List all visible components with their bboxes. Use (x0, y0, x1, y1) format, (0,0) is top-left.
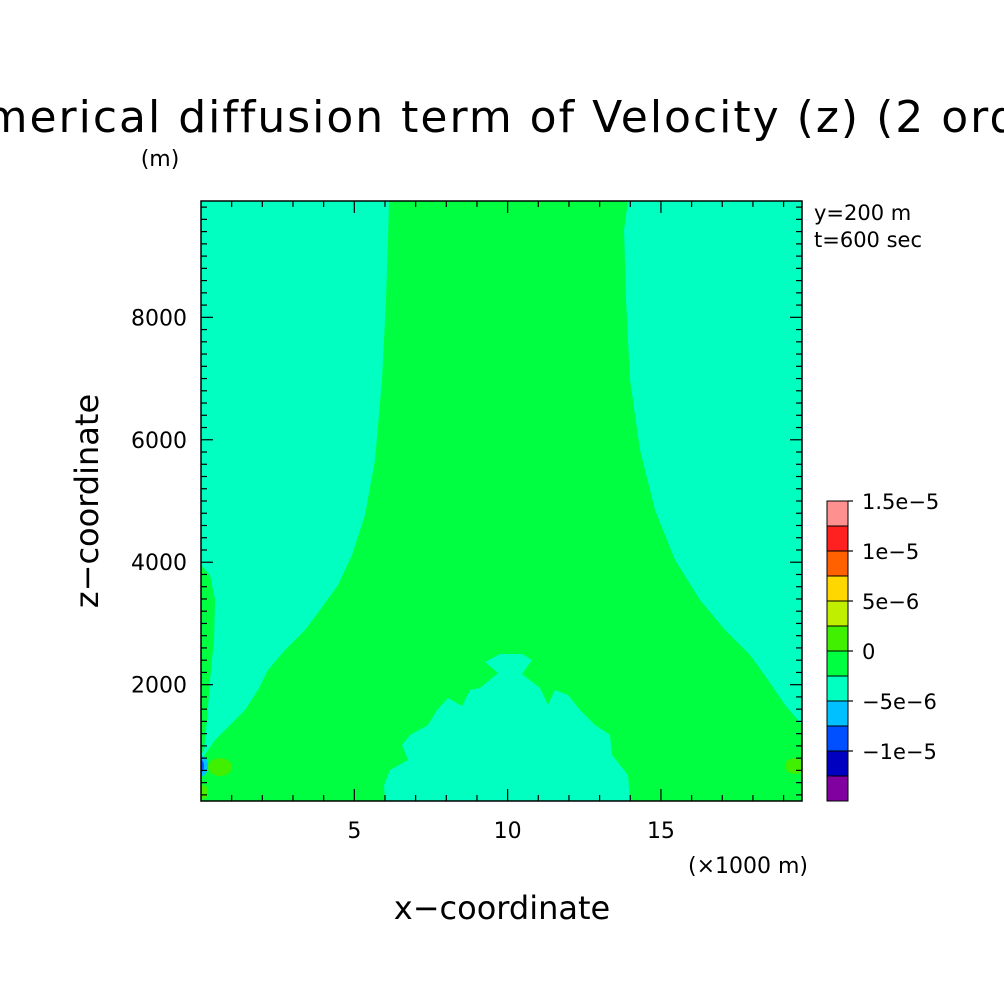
colorbar-swatch (826, 700, 849, 727)
colorbar-swatch (826, 525, 849, 552)
chart-title: merical diffusion term of Velocity (z) (… (0, 92, 1004, 143)
left-edge-negative-outer (201, 756, 208, 776)
y-tick-label: 6000 (131, 429, 187, 454)
colorbar-label: −1e−5 (862, 740, 937, 764)
colorbar-swatch (826, 550, 849, 577)
y-axis-ticks: 2000 4000 6000 8000 (131, 206, 802, 796)
central-plume-region (201, 201, 802, 801)
annotation-t: t=600 sec (814, 228, 922, 252)
x-tick-label: 15 (647, 819, 675, 844)
x-unit-label: (×1000 m) (688, 854, 808, 879)
colorbar-label: 1.5e−5 (862, 490, 939, 514)
colorbar-label: 0 (862, 640, 875, 664)
x-axis-label: x−coordinate (394, 889, 610, 927)
colorbar-swatch (826, 725, 849, 752)
y-unit-label: (m) (141, 147, 180, 172)
x-tick-label: 10 (494, 819, 522, 844)
y-axis-label: z−coordinate (68, 394, 106, 608)
contour-fills (201, 201, 802, 801)
x-axis-ticks: 5 10 15 (231, 201, 785, 844)
colorbar: −1e−5 −5e−6 0 5e−6 1e−5 1.5e−5 (826, 490, 939, 802)
annotation-y: y=200 m (814, 201, 911, 225)
colorbar-swatch (826, 500, 849, 527)
y-tick-label: 2000 (131, 674, 187, 699)
colorbar-swatch (826, 675, 849, 702)
colorbar-swatch (826, 750, 849, 777)
x-tick-label: 5 (347, 819, 361, 844)
y-tick-label: 8000 (131, 306, 187, 331)
colorbar-swatch (826, 575, 849, 602)
colorbar-label: 5e−6 (862, 590, 919, 614)
colorbar-swatch (826, 625, 849, 652)
colorbar-swatch (826, 600, 849, 627)
left-edge-band (201, 565, 215, 755)
colorbar-label: −5e−6 (862, 690, 937, 714)
colorbar-swatch (826, 650, 849, 677)
colorbar-swatch (826, 775, 849, 802)
left-edge-bottom-blob (201, 785, 208, 799)
left-edge-lowblob (208, 758, 232, 776)
y-tick-label: 4000 (131, 551, 187, 576)
colorbar-label: 1e−5 (862, 540, 919, 564)
